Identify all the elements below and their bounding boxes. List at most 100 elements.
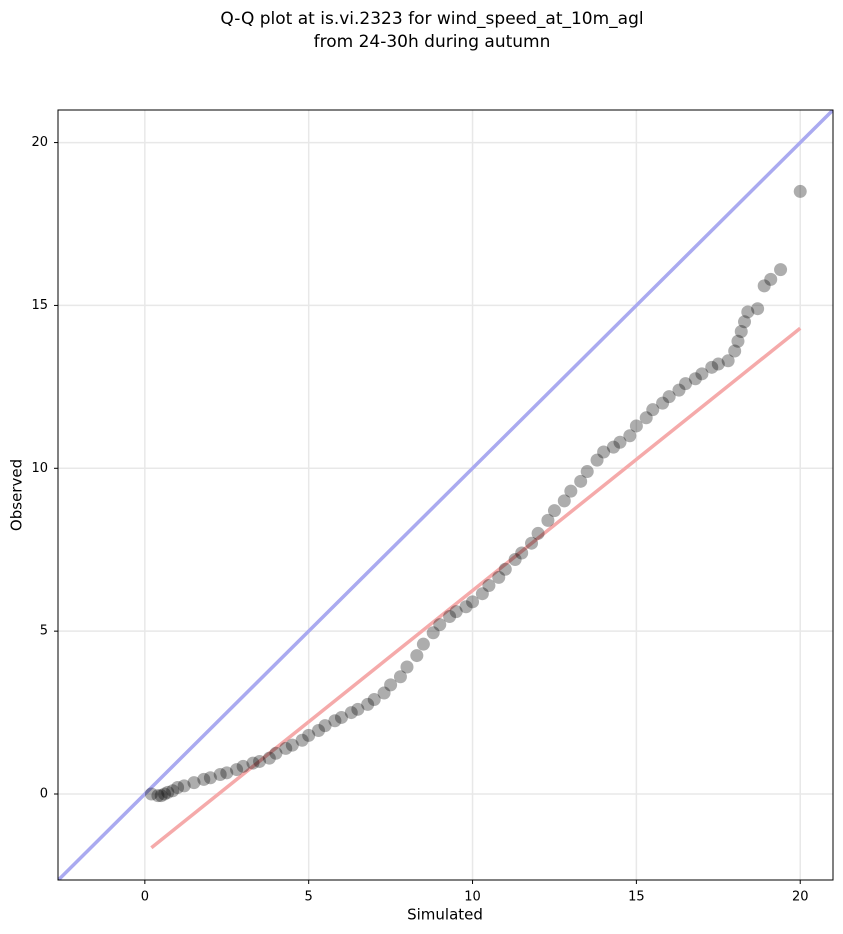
data-point: [384, 678, 398, 692]
data-point: [295, 733, 309, 747]
data-point: [656, 396, 670, 410]
data-point: [443, 609, 457, 623]
data-point: [328, 714, 342, 728]
data-point: [475, 587, 489, 601]
data-point: [393, 670, 407, 684]
data-point: [508, 552, 522, 566]
data-point: [574, 474, 588, 488]
data-point: [734, 324, 748, 338]
data-point: [662, 390, 676, 404]
data-point: [482, 579, 496, 593]
data-point: [197, 772, 211, 786]
data-point: [741, 305, 755, 319]
data-point: [731, 334, 745, 348]
data-point: [590, 453, 604, 467]
data-point: [285, 738, 299, 752]
data-point: [531, 526, 545, 540]
axes-frame: [57, 109, 834, 881]
y-tick-label: 5: [40, 624, 48, 639]
data-point: [433, 618, 447, 632]
y-tick-label: 0: [40, 787, 48, 802]
data-point: [751, 302, 765, 316]
data-point: [695, 367, 709, 381]
data-point: [492, 570, 506, 584]
data-point: [639, 411, 653, 425]
chart-title: from 24-30h during autumn: [314, 32, 551, 52]
data-point: [515, 546, 529, 560]
data-point: [151, 789, 165, 803]
data-point: [449, 605, 463, 619]
data-point: [547, 504, 561, 518]
x-axis-label: Simulated: [407, 906, 483, 924]
data-point: [334, 710, 348, 724]
data-point: [629, 419, 643, 433]
data-point: [166, 784, 180, 798]
x-tick-label: 5: [305, 890, 313, 905]
data-point: [302, 728, 316, 742]
grid: [58, 110, 833, 880]
data-point: [728, 344, 742, 358]
data-point: [177, 779, 191, 793]
y-tick-label: 20: [31, 135, 48, 150]
data-point: [679, 377, 693, 391]
data-point: [361, 697, 375, 711]
data-point: [774, 263, 788, 277]
data-point: [203, 771, 217, 785]
data-point: [262, 751, 276, 765]
data-point: [498, 562, 512, 576]
x-tick-label: 10: [464, 890, 481, 905]
data-point: [711, 357, 725, 371]
data-point: [377, 686, 391, 700]
data-point: [154, 789, 168, 803]
data-point: [367, 693, 381, 707]
data-point: [672, 383, 686, 397]
y-tick-label: 10: [31, 461, 48, 476]
data-point: [623, 429, 637, 443]
data-point: [564, 484, 578, 498]
data-point: [688, 372, 702, 386]
data-point: [213, 767, 227, 781]
data-point: [557, 494, 571, 508]
y-tick-label: 15: [31, 298, 48, 313]
x-tick-label: 15: [628, 890, 645, 905]
data-point: [410, 649, 424, 663]
reference-line: [58, 110, 833, 880]
data-point: [597, 445, 611, 459]
data-point: [738, 315, 752, 329]
data-point: [580, 465, 594, 479]
data-point: [230, 763, 244, 777]
data-point: [606, 440, 620, 454]
data-point: [793, 184, 807, 198]
chart-title: Q-Q plot at is.vi.2323 for wind_speed_at…: [220, 9, 643, 29]
x-tick-label: 20: [792, 890, 809, 905]
data-point: [459, 600, 473, 614]
data-point: [613, 435, 627, 449]
data-point: [279, 741, 293, 755]
data-point: [426, 626, 440, 640]
data-point: [525, 536, 539, 550]
data-point: [757, 279, 771, 293]
reference-line: [150, 326, 802, 850]
data-point: [705, 360, 719, 374]
data-point: [721, 354, 735, 368]
data-point: [269, 746, 283, 760]
data-point: [246, 756, 260, 770]
data-point: [312, 723, 326, 737]
plot-area: [58, 110, 833, 880]
data-point: [646, 403, 660, 417]
data-point: [541, 513, 555, 527]
data-point: [171, 780, 185, 794]
data-point: [144, 787, 158, 801]
data-point: [187, 776, 201, 790]
data-point: [344, 706, 358, 720]
data-point: [236, 759, 250, 773]
data-point: [161, 785, 175, 799]
y-axis-label: Observed: [8, 459, 26, 531]
data-point: [466, 595, 480, 609]
data-point: [416, 637, 430, 651]
data-point: [220, 766, 234, 780]
data-point: [400, 660, 414, 674]
data-point: [318, 719, 332, 733]
data-point: [351, 702, 365, 716]
